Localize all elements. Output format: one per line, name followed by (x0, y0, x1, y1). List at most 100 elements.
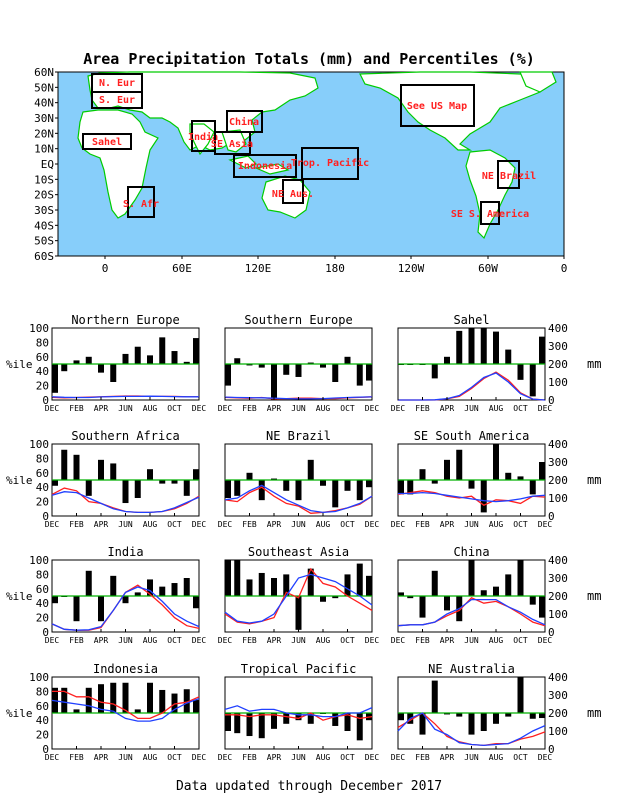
percentile-bar (159, 337, 166, 364)
x-tick-label: JUN (291, 404, 306, 413)
x-tick-label: OCT (167, 404, 182, 413)
region-box[interactable]: Trop. Pacific (291, 147, 369, 180)
x-tick-label: DEC (538, 636, 553, 645)
left-axis-label: %ile (6, 590, 33, 603)
percentile-bar (295, 480, 302, 501)
region-box[interactable]: SE S. America (451, 201, 529, 225)
percentile-bar (134, 480, 141, 498)
percentile-bar (159, 480, 166, 484)
panel-title: NE Australia (428, 662, 515, 676)
right-tick-label: 200 (548, 590, 568, 603)
panel: NE Brazil DEC FEB APR JUN AUG OCT DEC (218, 429, 380, 529)
percentile-bar (283, 713, 290, 724)
region-label: S. Eur (99, 95, 135, 106)
percentile-bar (529, 596, 536, 605)
latitude-label: 60N (34, 66, 54, 79)
region-box[interactable]: Sahel (82, 133, 132, 150)
left-tick-label: 40 (36, 481, 49, 494)
percentile-bar (258, 713, 265, 739)
left-tick-label: 20 (36, 496, 49, 509)
x-tick-label: JUN (118, 404, 133, 413)
left-tick-label: 0 (42, 626, 49, 639)
latitude-label: 20S (34, 189, 54, 202)
percentile-bar (356, 563, 363, 596)
region-box[interactable]: Indonesia (233, 154, 297, 178)
x-tick-label: APR (94, 404, 109, 413)
percentile-bar (271, 578, 277, 596)
climatology-line (224, 573, 373, 624)
region-label: NE Aus. (272, 189, 314, 200)
x-tick-label: DEC (538, 404, 553, 413)
x-tick-label: APR (94, 636, 109, 645)
climatology-line (397, 712, 546, 747)
x-tick-label: APR (267, 404, 282, 413)
percentile-bar (85, 480, 92, 496)
left-tick-label: 80 (36, 452, 49, 465)
x-tick-label: DEC (45, 520, 60, 529)
percentile-bar (171, 480, 178, 484)
percentile-bar (539, 596, 545, 618)
x-tick-label: FEB (69, 753, 84, 762)
percentile-bar (307, 568, 314, 596)
left-tick-label: 40 (36, 714, 49, 727)
panel-title: Southeast Asia (248, 545, 349, 559)
region-box[interactable]: SE Asia (211, 131, 253, 155)
region-outline (480, 201, 500, 225)
percentile-bar (344, 356, 351, 364)
region-box[interactable]: NE Aus. (272, 179, 314, 204)
right-tick-label: 300 (548, 572, 568, 585)
latitude-label: 10S (34, 173, 54, 186)
land-masses (77, 71, 557, 240)
right-tick-label: 400 (548, 554, 568, 567)
region-outline (127, 186, 155, 218)
x-tick-label: APR (440, 753, 455, 762)
percentile-bar (271, 478, 277, 480)
x-tick-label: OCT (513, 520, 528, 529)
percentile-bar (505, 349, 512, 364)
percentile-bar (356, 364, 363, 386)
left-tick-label: 0 (42, 394, 49, 407)
percentile-bar (193, 700, 199, 713)
percentile-bar (344, 574, 351, 596)
x-tick-label: AUG (489, 520, 504, 529)
region-box[interactable]: S. Eur (91, 91, 143, 109)
x-tick-label: JUN (464, 520, 479, 529)
right-tick-label: 100 (548, 725, 568, 738)
region-box[interactable]: S. Afr (123, 186, 159, 218)
longitude-label: 0 (102, 262, 109, 275)
region-box[interactable]: NE Brazil (482, 160, 536, 189)
x-tick-label: APR (440, 404, 455, 413)
indonesia-islands (228, 155, 290, 175)
x-tick-label: DEC (218, 520, 233, 529)
x-tick-label: FEB (242, 520, 257, 529)
percentile-bar (52, 480, 58, 486)
region-box[interactable]: See US Map (400, 84, 475, 127)
x-tick-label: OCT (513, 636, 528, 645)
x-tick-label: AUG (489, 636, 504, 645)
right-tick-label: 0 (548, 743, 555, 756)
percentile-bar (295, 364, 302, 377)
region-label: Trop. Pacific (291, 157, 369, 169)
region-label: See US Map (407, 101, 467, 112)
right-tick-label: 300 (548, 456, 568, 469)
panel: Southeast Asia DEC FEB APR JUN AUG OCT DEC (218, 545, 380, 645)
right-tick-label: 100 (548, 492, 568, 505)
percentile-bar (183, 578, 190, 596)
percentile-bar (73, 360, 80, 364)
right-tick-label: 200 (548, 474, 568, 487)
x-tick-label: FEB (415, 636, 430, 645)
percentile-bar (480, 713, 487, 731)
x-tick-label: JUN (291, 636, 306, 645)
percentile-bar (193, 338, 199, 364)
percentile-bar (147, 355, 153, 364)
x-tick-label: DEC (218, 636, 233, 645)
latitude-label: 10N (34, 143, 54, 156)
percentile-bar (517, 560, 524, 596)
region-label: China (229, 116, 259, 128)
panel-title: China (453, 545, 489, 559)
